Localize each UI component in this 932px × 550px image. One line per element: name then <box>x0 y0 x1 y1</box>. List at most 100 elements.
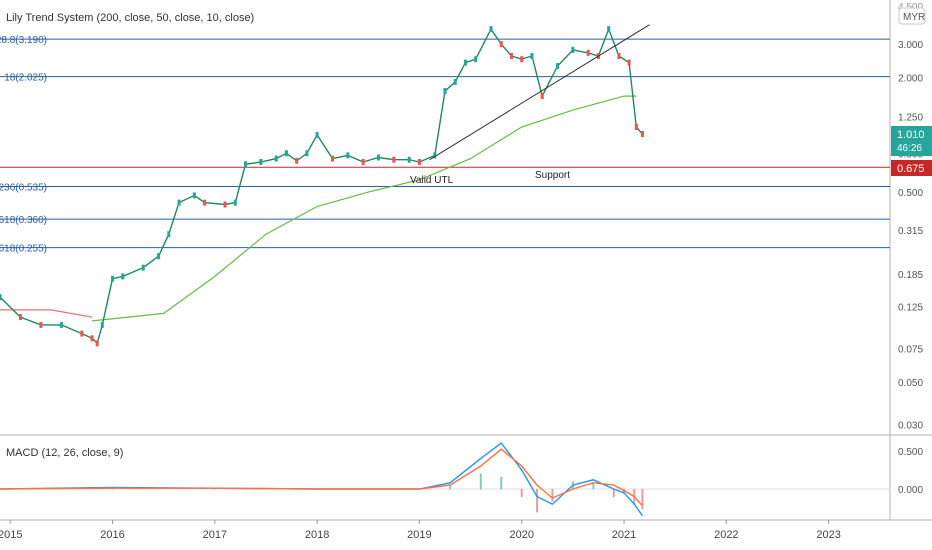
candle-49 <box>627 59 631 66</box>
candle-12 <box>167 231 171 238</box>
candle-31 <box>417 158 421 165</box>
candle-34 <box>453 78 457 85</box>
fib-level-label-0: 28.8(3.190) <box>0 35 47 46</box>
price-tick-8: 0.075 <box>898 345 923 356</box>
price-axis[interactable]: 3.0002.0001.2500.8000.5000.3150.1850.125… <box>898 40 923 496</box>
fib-level-label-1: 18(2.025) <box>4 73 47 84</box>
candle-25 <box>330 155 334 162</box>
price-tick-4: 0.500 <box>898 188 923 199</box>
time-tick-8: 2023 <box>816 529 840 541</box>
time-tick-1: 2016 <box>100 529 124 541</box>
signal-line <box>0 448 643 507</box>
uptrend-line <box>429 24 650 161</box>
time-tick-7: 2022 <box>714 529 738 541</box>
support-price-value: 0.675 <box>897 163 925 175</box>
candle-50 <box>634 123 638 130</box>
candle-42 <box>540 93 544 100</box>
macd-hist-bar-8 <box>520 488 523 498</box>
candle-4 <box>80 330 84 337</box>
candle-44 <box>571 46 575 53</box>
candle-17 <box>233 199 237 206</box>
currency-badge-box[interactable] <box>898 7 926 25</box>
currency-badge[interactable]: MYR <box>903 12 925 23</box>
candle-41 <box>530 52 534 59</box>
price-tick-0: 3.000 <box>898 40 923 51</box>
macd-tick-0: 0.500 <box>898 447 923 458</box>
macd-hist-bar-2 <box>213 488 216 490</box>
candle-22 <box>295 157 299 164</box>
candle-51 <box>640 131 644 138</box>
candle-9 <box>121 273 125 280</box>
price-tick-5: 0.315 <box>898 226 923 237</box>
macd-tick-1: 0.000 <box>898 485 923 496</box>
candle-28 <box>377 154 381 161</box>
candle-29 <box>392 156 396 163</box>
price-tick-1: 2.000 <box>898 74 923 85</box>
candle-36 <box>474 56 478 63</box>
time-tick-5: 2020 <box>509 529 533 541</box>
candle-3 <box>59 321 63 328</box>
price-tick-9: 0.050 <box>898 378 923 389</box>
candle-24 <box>315 131 319 138</box>
countdown-value: 46:26 <box>897 143 922 154</box>
candle-14 <box>192 192 196 199</box>
macd-hist-bar-12 <box>592 482 595 490</box>
fib-level-label-2: .236(0.535) <box>0 182 47 193</box>
fib-level-label-4: .618(0.255) <box>0 244 47 255</box>
candle-1 <box>18 314 22 321</box>
valid-utl-label: Valid UTL <box>410 175 454 186</box>
candle-13 <box>177 199 181 206</box>
support-price-badge <box>891 160 932 176</box>
candle-5 <box>90 335 94 342</box>
candle-40 <box>520 56 524 63</box>
horizontal-levels: 28.8(3.190) 18(2.025) .236(0.535) .618(0.36… <box>0 35 890 255</box>
candle-15 <box>203 199 207 206</box>
candle-2 <box>39 321 43 328</box>
macd-hist-bar-14 <box>623 488 626 495</box>
macd-pane <box>0 442 890 517</box>
macd-hist-bar-13 <box>612 488 615 498</box>
candle-39 <box>509 52 513 59</box>
candle-18 <box>244 161 248 168</box>
macd-legend[interactable]: MACD (12, 26, close, 9) <box>6 447 123 459</box>
last-price-value: 1.010 <box>897 129 925 141</box>
candle-26 <box>346 152 350 159</box>
candle-6 <box>95 340 99 347</box>
candle-23 <box>305 150 309 157</box>
time-axis[interactable]: 2015 2016 2017 2018 2019 2020 2021 2022 2023 <box>0 520 841 541</box>
candle-27 <box>361 158 365 165</box>
candle-35 <box>463 59 467 66</box>
indicator-legend[interactable]: Lily Trend System (200, close, 50, close… <box>6 12 254 24</box>
candle-38 <box>499 41 503 48</box>
price-tick-7: 0.125 <box>898 303 923 314</box>
candle-45 <box>586 49 590 56</box>
short-ma-line <box>0 309 93 318</box>
candle-30 <box>407 156 411 163</box>
candle-11 <box>157 253 161 260</box>
macd-hist-bar-5 <box>449 484 452 490</box>
candle-20 <box>274 155 278 162</box>
ma200-line <box>92 95 637 322</box>
macd-hist-bar-9 <box>536 488 539 513</box>
support-label: Support <box>535 170 570 181</box>
price-tick-2: 1.250 <box>898 112 923 123</box>
candle-32 <box>433 152 437 159</box>
macd-hist-bar-16 <box>641 488 644 510</box>
time-tick-2: 2017 <box>203 529 227 541</box>
time-tick-3: 2018 <box>305 529 329 541</box>
candle-21 <box>284 150 288 157</box>
price-tick-6: 0.185 <box>898 270 923 281</box>
candle-10 <box>141 264 145 271</box>
candle-19 <box>259 158 263 165</box>
time-tick-4: 2019 <box>407 529 431 541</box>
macd-hist-bar-10 <box>551 488 554 502</box>
candle-8 <box>111 275 115 282</box>
series-group <box>0 24 650 347</box>
price-tick-10: 0.030 <box>898 420 923 431</box>
candle-37 <box>489 26 493 33</box>
last-price-badge <box>891 126 932 156</box>
macd-hist-bar-7 <box>500 476 503 490</box>
macd-hist-bar-6 <box>479 473 482 490</box>
candle-0 <box>0 294 2 301</box>
